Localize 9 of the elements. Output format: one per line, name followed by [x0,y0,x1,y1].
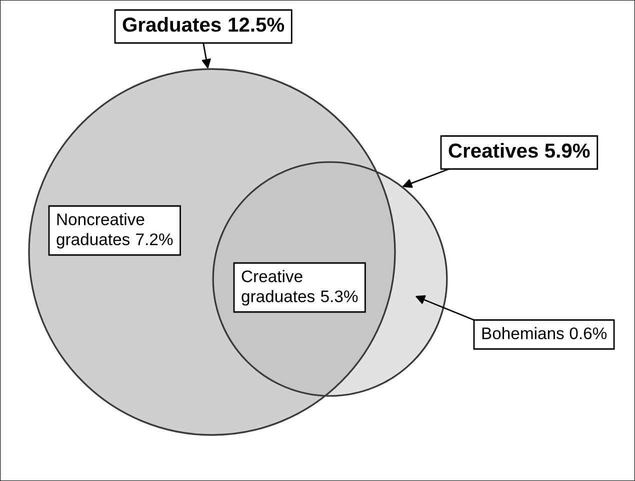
data-label: 5.3% [320,290,358,302]
category-label: Graduates [122,17,221,32]
data-label: 12.5% [228,18,284,32]
data-label: 5.9% [545,144,590,158]
data-label: 7.2% [136,233,173,246]
category-label: Creative graduates [242,270,315,306]
category-label: Creatives [448,143,538,158]
category-label: Bohemians [482,327,564,340]
data-label: 0.6% [570,327,607,340]
